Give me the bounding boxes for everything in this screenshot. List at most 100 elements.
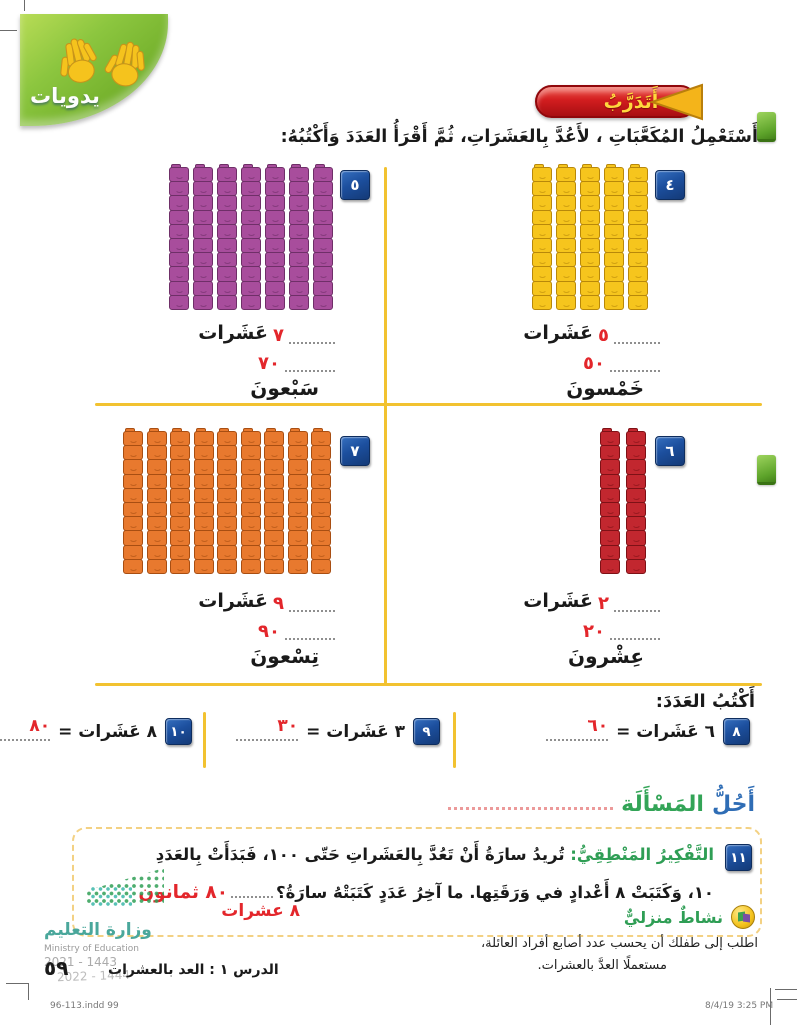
cube [170,487,190,504]
cube [241,238,261,254]
problem-text: تُريدُ سارَةُ أَنْ تَعُدَّ بِالعَشَراتِ … [155,845,565,864]
cube [217,473,237,489]
cube [265,280,285,296]
cube [532,280,552,296]
cube [241,280,261,296]
cube [604,266,624,282]
cube [170,459,190,475]
cube [240,487,261,504]
title-dotted-line [448,800,614,810]
cube [580,223,600,240]
word-line: خَمْسونَ [430,372,660,400]
cube [313,167,333,183]
answer-blank [289,330,335,344]
cube [264,445,284,461]
cube [600,544,620,560]
cube-tower [265,164,285,311]
solve-title-part1: أَحُلُّ [711,792,755,817]
cube [170,530,190,546]
home-activity-line1: اطلب إلى طفلك أن يحسب عدد أصابع أفراد ال… [480,936,758,951]
handwritten-value: ٥٠ [583,353,605,374]
handwritten-value: ٧٠ [258,353,280,374]
cube [628,181,648,197]
cube [626,459,646,475]
cube [600,487,620,504]
cube [265,252,285,268]
cube [193,445,214,461]
problem-number-badge: ١١ [725,844,752,871]
cube [311,558,331,575]
cube [217,459,237,475]
cube [217,266,237,282]
crop-mark [0,30,17,31]
home-activity-line2: مستعملًا العدَّ بالعشرات. [537,958,667,973]
value-line: ٥٠ [430,344,660,374]
cube [241,266,261,282]
cube [628,266,648,282]
cube [600,431,620,447]
cube [123,431,143,447]
cube [193,252,213,268]
cube [193,294,213,311]
cube [241,209,261,225]
problem-number-badge: ١٠ [165,718,192,745]
cube [556,294,576,311]
cube [217,252,237,268]
value-line: ٢٠ [430,612,660,642]
handwritten-answer: ٣٠ [277,715,299,736]
cube [169,294,189,311]
cube [287,530,308,546]
cube [600,516,620,532]
cube-house-icon [731,905,755,929]
cube [287,431,308,447]
cube [146,530,167,546]
cube [628,209,648,225]
tens-word: عَشَرات [198,590,268,612]
hands-on-badge: يدويات [20,14,168,126]
cube [556,238,576,254]
cube [532,266,552,282]
lesson-title: الدرس ١ : العد بالعشرات [108,962,279,978]
cube-tower [193,164,213,311]
problem-text-line2: ١٠، وَكَتَبَتْ ٨ أَعْدادٍ في وَرَقَتِها.… [138,882,714,903]
page-number: ٥٩ [44,956,69,980]
cube [123,544,143,560]
cube [580,238,600,254]
cube [287,459,308,475]
cube [604,209,624,225]
cube [241,167,261,183]
cube-tower [532,164,552,311]
answer-blank [614,598,660,612]
cube [313,209,333,225]
cube [193,238,213,254]
answer-block: عَشَرات ٢ ٢٠ عِشْرونَ [430,584,660,668]
cube-tower [289,164,309,311]
cube [123,445,143,461]
cube [604,181,624,197]
cube [170,544,190,560]
cube [556,223,576,240]
cube [626,487,646,504]
exercise-number-badge: ٥ [340,170,370,200]
cube [264,502,284,518]
cube [169,181,189,197]
cube [193,459,214,475]
problem-text-line1: التَّفْكِيرُ المَنْطِقِيُّ: تُريدُ سارَة… [156,845,714,864]
cube [193,516,214,532]
cube [604,195,624,211]
cube [264,459,284,475]
cube-tower [217,428,237,575]
cube [170,431,190,447]
cube [580,294,600,311]
cube [193,195,213,211]
cube-tower [313,164,333,311]
cube [217,181,237,197]
answer-block: عَشَرات ٥ ٥٠ خَمْسونَ [430,316,660,400]
cube [556,252,576,268]
cube [123,516,143,532]
cube [313,294,333,311]
answer-block: عَشَرات ٩ ٩٠ تِسْعونَ [105,584,335,668]
word-line: تِسْعونَ [105,640,335,668]
handwritten-answer-secondary: ٨ عشرات [221,901,300,921]
cube [628,252,648,268]
